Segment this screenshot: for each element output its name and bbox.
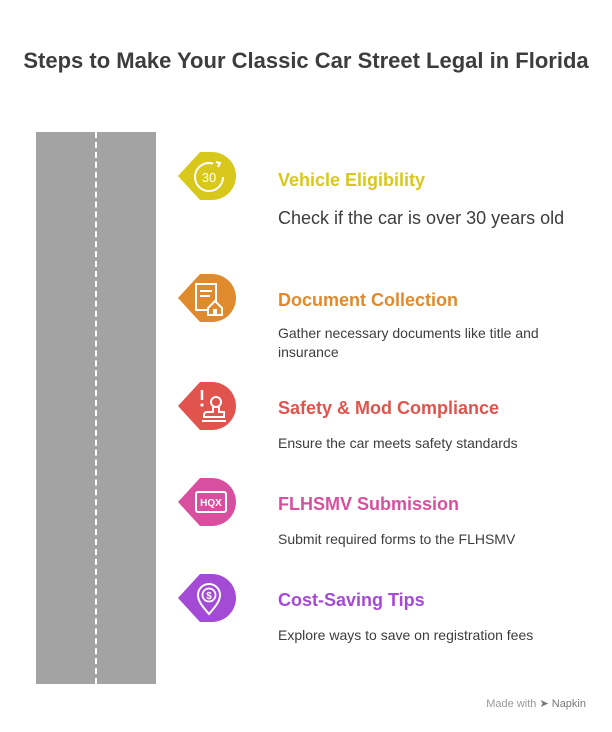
made-with-label: Made with [486, 698, 537, 710]
step-description: Check if the car is over 30 years old [278, 208, 565, 228]
step-description: Gather necessary documents like title an… [278, 325, 539, 360]
step-heading: Safety & Mod Compliance [278, 398, 500, 418]
step-description: Explore ways to save on registration fee… [278, 627, 534, 643]
napkin-logo-icon: ➤ [539, 698, 549, 710]
counter-30-icon: 30 [172, 150, 240, 202]
step-description: Submit required forms to the FLHSMV [278, 531, 516, 547]
road-graphic [36, 132, 156, 684]
brand-label: Napkin [551, 698, 586, 710]
hqx-form-icon: HQX [172, 476, 240, 528]
svg-text:$: $ [206, 591, 212, 602]
icon-text: 30 [202, 170, 216, 185]
document-house-icon [172, 272, 240, 324]
step-heading: Cost-Saving Tips [278, 590, 425, 610]
icon-text: HQX [200, 498, 222, 509]
step-heading: FLHSMV Submission [278, 494, 460, 514]
made-with-footer: Made with ➤ Napkin [486, 697, 586, 710]
page-title: Steps to Make Your Classic Car Street Le… [23, 48, 589, 73]
step-heading: Document Collection [278, 290, 459, 310]
step-heading: Vehicle Eligibility [278, 170, 426, 190]
road-center-line [95, 132, 97, 684]
alert-stamp-icon [172, 380, 240, 432]
dollar-pin-icon: $ [172, 572, 240, 624]
step-description: Ensure the car meets safety standards [278, 435, 518, 451]
